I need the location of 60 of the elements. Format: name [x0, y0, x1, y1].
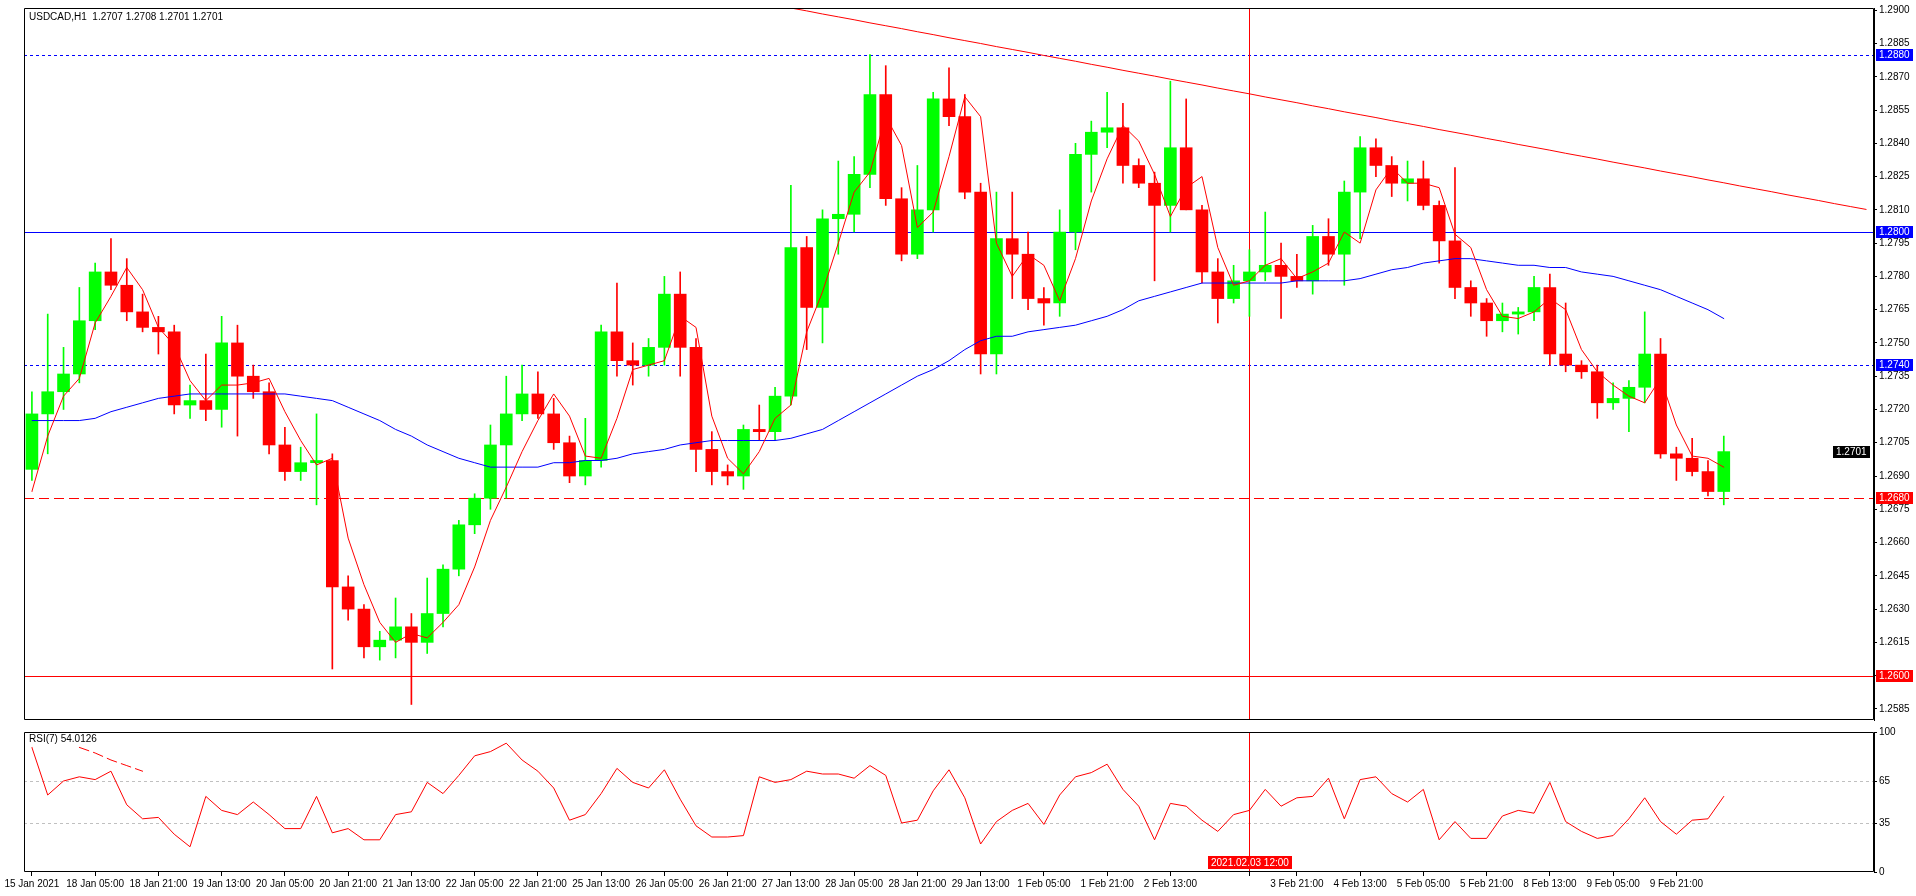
- x-tick-label: 1 Feb 05:00: [1017, 877, 1071, 889]
- x-tick-label: 1 Feb 21:00: [1080, 877, 1135, 889]
- y-tick-label: 1.2855: [1879, 103, 1911, 115]
- y-tick-label: 1.2825: [1879, 170, 1911, 182]
- x-tick-label: 29 Jan 13:00: [951, 877, 1010, 889]
- y-tick-label: 0: [1879, 865, 1885, 877]
- x-tick-label: 8 Feb 13:00: [1523, 877, 1577, 889]
- x-tick-label: 28 Jan 21:00: [888, 877, 947, 889]
- y-tick-label: 1.2720: [1879, 403, 1911, 415]
- x-tick-label: 9 Feb 05:00: [1586, 877, 1641, 889]
- x-tick-label: 22 Jan 05:00: [445, 877, 504, 889]
- x-tick-label: 15 Jan 2021: [4, 877, 60, 889]
- y-tick-label: 1.2780: [1879, 270, 1911, 282]
- x-tick-label: 19 Jan 13:00: [192, 877, 251, 889]
- x-tick-label: 20 Jan 21:00: [319, 877, 378, 889]
- ref-line-label: 1.2680: [1879, 491, 1911, 503]
- x-tick-label: 5 Feb 05:00: [1396, 877, 1451, 889]
- y-tick-label: 65: [1879, 774, 1891, 786]
- y-tick-label: 1.2795: [1879, 236, 1911, 248]
- y-tick-label: 1.2660: [1879, 536, 1911, 548]
- y-tick-label: 1.2750: [1879, 336, 1911, 348]
- x-tick-label: 18 Jan 05:00: [66, 877, 125, 889]
- x-tick-label: 26 Jan 21:00: [698, 877, 757, 889]
- x-tick-label: 4 Feb 13:00: [1333, 877, 1388, 889]
- x-tick-label: 21 Jan 13:00: [382, 877, 441, 889]
- ref-line-label: 1.2740: [1879, 358, 1911, 370]
- ref-line-label: 1.2600: [1879, 669, 1911, 681]
- x-tick-label: 2021.02.03 12:00: [1211, 856, 1290, 868]
- y-tick-label: 1.2810: [1879, 203, 1911, 215]
- y-tick-label: 1.2645: [1879, 569, 1911, 581]
- ref-line-label: 1.2800: [1879, 225, 1911, 237]
- y-tick-label: 1.2585: [1879, 702, 1911, 714]
- x-tick-label: 20 Jan 05:00: [255, 877, 315, 889]
- y-tick-label: 1.2630: [1879, 602, 1911, 614]
- x-tick-label: 22 Jan 21:00: [508, 877, 568, 889]
- y-tick-label: 1.2705: [1879, 436, 1911, 448]
- y-tick-label: 1.2690: [1879, 469, 1911, 481]
- x-tick-label: 3 Feb 21:00: [1270, 877, 1324, 889]
- x-tick-label: 25 Jan 13:00: [572, 877, 631, 889]
- annotation: 1.2701: [1836, 445, 1868, 457]
- x-tick-label: 18 Jan 21:00: [129, 877, 188, 889]
- y-tick-label: 1.2900: [1879, 3, 1911, 15]
- x-tick-label: 28 Jan 05:00: [825, 877, 884, 889]
- chart-title: RSI(7) 54.0126: [29, 732, 98, 744]
- y-tick-label: 1.2870: [1879, 70, 1911, 82]
- y-tick-label: 1.2885: [1879, 37, 1911, 49]
- y-tick-label: 1.2765: [1879, 303, 1911, 315]
- ref-line-label: 1.2880: [1879, 48, 1911, 60]
- x-tick-label: 26 Jan 05:00: [635, 877, 694, 889]
- y-tick-label: 100: [1879, 725, 1897, 737]
- y-tick-label: 1.2735: [1879, 369, 1911, 381]
- x-tick-label: 2 Feb 13:00: [1143, 877, 1198, 889]
- y-tick-label: 1.2615: [1879, 636, 1911, 648]
- y-tick-label: 1.2840: [1879, 137, 1911, 149]
- y-tick-label: 35: [1879, 816, 1891, 828]
- x-tick-label: 27 Jan 13:00: [761, 877, 821, 889]
- chart-title: USDCAD,H1 1.2707 1.2708 1.2701 1.2701: [29, 10, 224, 22]
- y-tick-label: 1.2675: [1879, 503, 1911, 515]
- x-tick-label: 9 Feb 21:00: [1649, 877, 1704, 889]
- x-tick-label: 5 Feb 21:00: [1459, 877, 1514, 889]
